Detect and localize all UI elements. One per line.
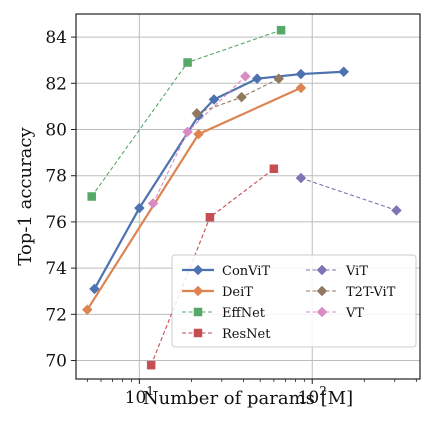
series-deit [81,82,307,316]
legend-entry-vt: VT [306,306,364,321]
legend-label: DeiT [222,285,253,300]
legend-label: VT [345,306,364,321]
data-point-deit [295,82,307,94]
data-point-deit [81,304,93,316]
legend-entry-convit: ConViT [182,264,270,279]
series-layer [81,25,402,370]
data-point-t2t-vit [191,107,203,119]
data-point-convit [338,66,350,78]
series-convit [89,66,350,295]
legend-marker [316,285,328,297]
y-tick-label: 78 [45,167,67,187]
data-point-resnet [205,213,215,222]
legend-entry-resnet: ResNet [182,327,271,342]
legend-entry-t2t-vit: T2T-ViT [306,285,396,300]
legend-box [171,254,417,348]
data-point-vit [391,205,402,216]
data-point-t2t-vit [273,73,285,85]
legend-marker [316,264,328,276]
series-resnet [146,164,279,370]
legend-label: ConViT [222,264,270,279]
data-point-vt [182,126,193,138]
y-tick-label: 70 [45,352,67,372]
data-point-convit [295,68,307,80]
series-line-effnet [91,29,282,197]
legend-label: EffNet [222,306,266,321]
legend-marker [193,307,203,317]
y-tick-label: 76 [45,213,67,233]
data-point-convit [208,94,220,105]
data-point-convit [89,283,100,295]
data-point-resnet [269,164,279,174]
data-point-convit [134,202,145,214]
series-line-vit [300,177,397,211]
data-point-convit [251,73,263,85]
legend-label: ViT [345,264,368,279]
x-axis-label: Number of params [M] [143,388,353,409]
legend-label: T2T-ViT [346,285,396,300]
y-tick-label: 72 [45,305,67,325]
data-point-vt [147,198,159,209]
legend-label: ResNet [222,327,271,342]
data-point-t2t-vit [236,91,247,103]
legend-marker [193,328,203,338]
legend-marker [192,285,204,297]
legend-entry-deit: DeiT [182,285,253,300]
data-point-effnet [183,58,192,67]
plot-frame [75,13,421,380]
legend-entry-vit: ViT [306,264,368,279]
series-t2t-vit [191,73,285,119]
legend: ConViT DeiT EffNet ResNet ViT T2T-ViT VT [171,254,417,348]
legend-entry-effnet: EffNet [182,306,266,321]
y-tick-label: 84 [45,28,67,48]
data-point-deit [193,128,204,140]
series-vt [147,71,251,209]
legend-marker [192,264,204,276]
data-point-resnet [146,360,156,370]
y-tick-label: 80 [45,121,67,141]
data-point-vit [295,172,307,184]
legend-marker [316,306,328,318]
y-axis-label: Top-1 accuracy [15,127,36,266]
data-point-vt [239,71,251,82]
series-effnet [87,25,286,201]
data-point-effnet [87,192,96,201]
data-point-effnet [276,25,286,35]
series-vit [295,172,402,216]
y-tick-label: 74 [45,259,67,279]
y-tick-label: 82 [45,74,67,94]
